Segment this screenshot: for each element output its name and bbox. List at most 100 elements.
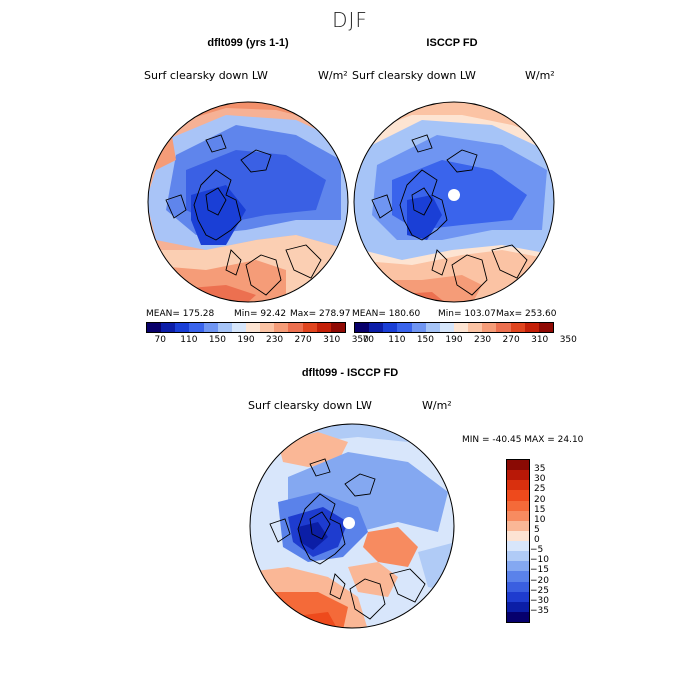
- colorbar-swatch: [397, 323, 412, 332]
- diff-colorbar-ticks: 35 30 25 20 15 10 5 0 −5 −10 −15 −20 −25 −30 −35: [530, 459, 574, 621]
- colorbar-swatch: [507, 470, 529, 481]
- colorbar-swatch: [439, 323, 454, 332]
- colorbar-swatch: [468, 323, 483, 332]
- colorbar-swatch: [425, 323, 440, 332]
- colorbar-swatch: [161, 323, 176, 332]
- colorbar-swatch: [507, 541, 529, 552]
- colorbar-swatch: [203, 323, 218, 332]
- panel2-units: W/m²: [525, 69, 555, 82]
- colorbar-tick-label: 35: [534, 464, 546, 475]
- colorbar-tick-label: 350: [351, 335, 369, 345]
- colorbar-swatch: [507, 490, 529, 501]
- colorbar-tick-label: 310: [323, 335, 341, 345]
- colorbar-swatch: [496, 323, 511, 332]
- colorbar-tick-label: 5: [534, 524, 540, 535]
- panel2-colorbar-ticks: 70 110 150 190 230 270 310 350: [354, 335, 577, 347]
- colorbar-tick-label: −30: [530, 595, 549, 606]
- colorbar-swatch: [217, 323, 232, 332]
- colorbar-swatch: [316, 323, 331, 332]
- colorbar-tick-label: 15: [534, 504, 546, 515]
- colorbar-tick-label: 190: [237, 335, 255, 345]
- colorbar-swatch: [274, 323, 289, 332]
- colorbar-swatch: [369, 323, 384, 332]
- colorbar-swatch: [507, 571, 529, 582]
- colorbar-swatch: [189, 323, 204, 332]
- colorbar-swatch: [507, 510, 529, 521]
- colorbar-tick-label: 270: [502, 335, 520, 345]
- colorbar-swatch: [507, 611, 529, 622]
- colorbar-tick-label: 70: [362, 335, 375, 345]
- panel2-colorbar: [354, 322, 554, 333]
- colorbar-tick-label: 20: [534, 494, 546, 505]
- colorbar-tick-label: 190: [445, 335, 463, 345]
- colorbar-swatch: [147, 323, 162, 332]
- diff-colorbar: [506, 459, 530, 623]
- figure-title: DJF: [332, 8, 368, 32]
- colorbar-tick-label: 10: [534, 514, 546, 525]
- colorbar-swatch: [507, 480, 529, 491]
- colorbar-swatch: [383, 323, 398, 332]
- colorbar-tick-label: 110: [388, 335, 406, 345]
- colorbar-tick-label: −35: [530, 605, 549, 616]
- colorbar-swatch: [507, 500, 529, 511]
- colorbar-swatch: [245, 323, 261, 332]
- panel1-units: W/m²: [318, 69, 348, 82]
- colorbar-swatch: [302, 323, 317, 332]
- colorbar-swatch: [260, 323, 275, 332]
- panel1-min: Min= 92.42: [234, 309, 287, 319]
- colorbar-swatch: [507, 551, 529, 562]
- diff-subtitle: dflt099 - ISCCP FD: [301, 367, 399, 379]
- panel2-min: Min= 103.07: [438, 309, 496, 319]
- colorbar-tick-label: −5: [530, 545, 544, 556]
- colorbar-swatch: [524, 323, 539, 332]
- panel1-subtitle: dflt099 (yrs 1-1): [207, 37, 289, 49]
- diff-units: W/m²: [422, 399, 452, 412]
- colorbar-tick-label: 230: [473, 335, 492, 345]
- panel2-subtitle: ISCCP FD: [426, 37, 478, 49]
- panel1-colorbar: [146, 322, 346, 333]
- colorbar-swatch: [288, 323, 303, 332]
- colorbar-tick-label: 110: [180, 335, 198, 345]
- colorbar-swatch: [507, 530, 529, 541]
- colorbar-swatch: [411, 323, 426, 332]
- colorbar-tick-label: 230: [265, 335, 284, 345]
- colorbar-swatch: [355, 323, 370, 332]
- panel2-mean: MEAN= 180.60: [352, 309, 421, 319]
- colorbar-tick-label: −15: [530, 565, 549, 576]
- colorbar-tick-label: 25: [534, 484, 546, 495]
- diff-variable: Surf clearsky down LW: [248, 399, 372, 412]
- colorbar-swatch: [507, 601, 529, 612]
- colorbar-swatch: [538, 323, 553, 332]
- panel1-polar-map: [147, 101, 349, 303]
- colorbar-swatch: [453, 323, 469, 332]
- colorbar-tick-label: −20: [530, 575, 549, 586]
- colorbar-swatch: [175, 323, 190, 332]
- panel2-max: Max= 253.60: [496, 309, 557, 319]
- colorbar-tick-label: 310: [531, 335, 549, 345]
- colorbar-swatch: [507, 561, 529, 572]
- colorbar-tick-label: 270: [294, 335, 312, 345]
- panel2-polar-map: [353, 101, 555, 303]
- colorbar-swatch: [330, 323, 345, 332]
- panel1-variable: Surf clearsky down LW: [144, 69, 268, 82]
- colorbar-tick-label: 350: [559, 335, 577, 345]
- colorbar-tick-label: −25: [530, 585, 549, 596]
- colorbar-swatch: [510, 323, 525, 332]
- colorbar-tick-label: 150: [416, 335, 435, 345]
- panel1-max: Max= 278.97: [290, 309, 351, 319]
- colorbar-swatch: [482, 323, 497, 332]
- colorbar-tick-label: 150: [208, 335, 227, 345]
- colorbar-tick-label: 0: [534, 535, 540, 545]
- colorbar-tick-label: 70: [154, 335, 167, 345]
- colorbar-swatch: [507, 591, 529, 602]
- panel2-variable: Surf clearsky down LW: [352, 69, 476, 82]
- colorbar-tick-label: 30: [534, 474, 546, 485]
- panel1-mean: MEAN= 175.28: [146, 309, 215, 319]
- colorbar-tick-label: −10: [530, 555, 549, 566]
- colorbar-swatch: [507, 520, 529, 531]
- panel1-colorbar-ticks: 70 110 150 190 230 270 310 350: [146, 335, 369, 347]
- colorbar-swatch: [507, 460, 529, 471]
- colorbar-swatch: [231, 323, 246, 332]
- diff-minmax: MIN = -40.45 MAX = 24.10: [462, 435, 584, 445]
- colorbar-swatch: [507, 581, 529, 592]
